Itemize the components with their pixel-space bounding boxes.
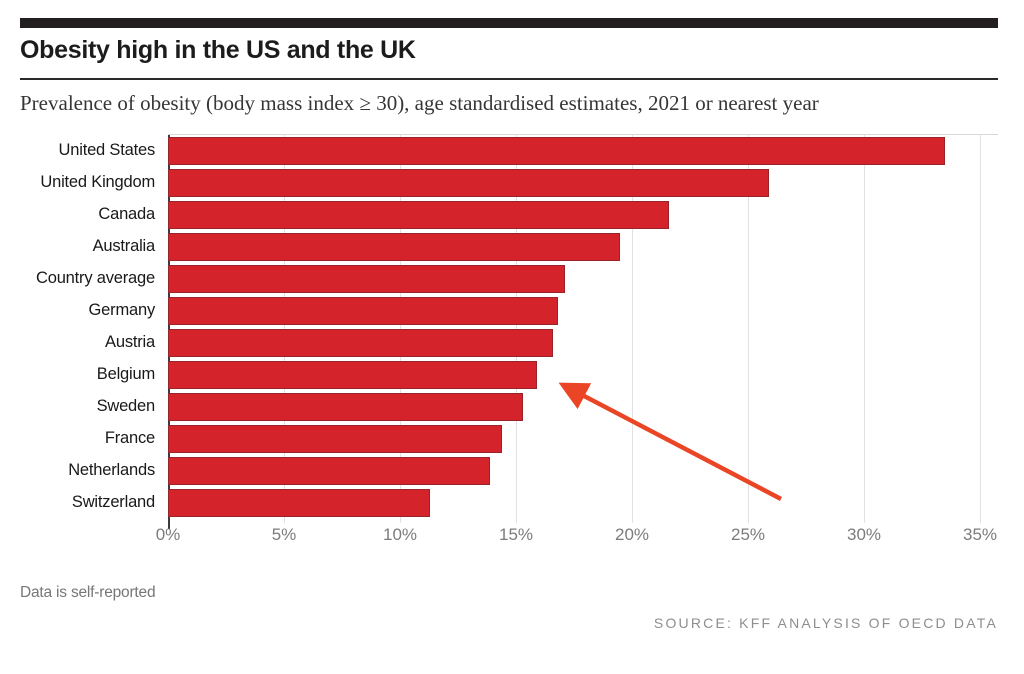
tick-label: 5%: [271, 525, 297, 544]
gridline: [632, 135, 633, 523]
category-label: Country average: [36, 269, 155, 287]
bar: [168, 425, 503, 453]
bar: [168, 233, 621, 261]
bar: [168, 457, 491, 485]
category-label: Canada: [98, 205, 155, 223]
bar-row: [168, 167, 998, 199]
category-label: United Kingdom: [40, 173, 155, 191]
page-title: Obesity high in the US and the UK: [20, 36, 416, 64]
plot-wrap: 0% 5% 10% 15% 20% 25% 30% 35%: [156, 134, 998, 548]
bar-row: [168, 455, 998, 487]
category-label: Sweden: [96, 397, 156, 415]
bar-row: [168, 391, 998, 423]
tick-label: 10%: [382, 525, 418, 544]
bar-row: [168, 487, 998, 519]
bar-chart: United States United Kingdom Canada Austral…: [20, 134, 998, 548]
bar-row: [168, 359, 998, 391]
category-label: Belgium: [96, 365, 155, 383]
bar: [168, 297, 558, 325]
tick-label: 30%: [846, 525, 882, 544]
bar: [168, 137, 946, 165]
source-credit: SOURCE: KFF ANALYSIS OF OECD DATA: [653, 615, 998, 631]
bar: [168, 265, 565, 293]
title-rule: [20, 78, 998, 80]
category-label: Austria: [105, 333, 155, 351]
gridline: [748, 135, 749, 523]
gridline: [864, 135, 865, 523]
tick-label: 0%: [155, 525, 181, 544]
bar: [168, 361, 537, 389]
category-labels: United States United Kingdom Canada Austral…: [20, 134, 168, 548]
bar: [168, 329, 554, 357]
category-label: France: [104, 429, 155, 447]
gridline: [980, 135, 981, 523]
infographic: Obesity high in the US and the UK Preval…: [20, 18, 998, 631]
bar-row: [168, 199, 998, 231]
footnote: Data is self-reported: [20, 584, 156, 601]
category-label: Germany: [88, 301, 156, 319]
tick-label: 15%: [498, 525, 534, 544]
bar-row: [168, 423, 998, 455]
bar-row: [168, 263, 998, 295]
bar-row: [168, 135, 998, 167]
tick-label: 20%: [614, 525, 650, 544]
category-label: Switzerland: [71, 493, 155, 511]
bar: [168, 393, 523, 421]
bar-row: [168, 295, 998, 327]
category-label: Australia: [92, 237, 156, 255]
bar-row: [168, 231, 998, 263]
tick-label: 25%: [730, 525, 766, 544]
x-axis: 0% 5% 10% 15% 20% 25% 30% 35%: [156, 518, 998, 548]
bar: [168, 201, 670, 229]
header-accent-bar: [20, 18, 998, 28]
category-label: Netherlands: [68, 461, 155, 479]
chart-subtitle: Prevalence of obesity (body mass index ≥…: [20, 91, 819, 115]
category-label: United States: [58, 141, 156, 159]
bar: [168, 169, 769, 197]
bar: [168, 489, 431, 517]
tick-label: 35%: [962, 525, 998, 544]
plot-area: [168, 134, 998, 529]
bar-row: [168, 327, 998, 359]
